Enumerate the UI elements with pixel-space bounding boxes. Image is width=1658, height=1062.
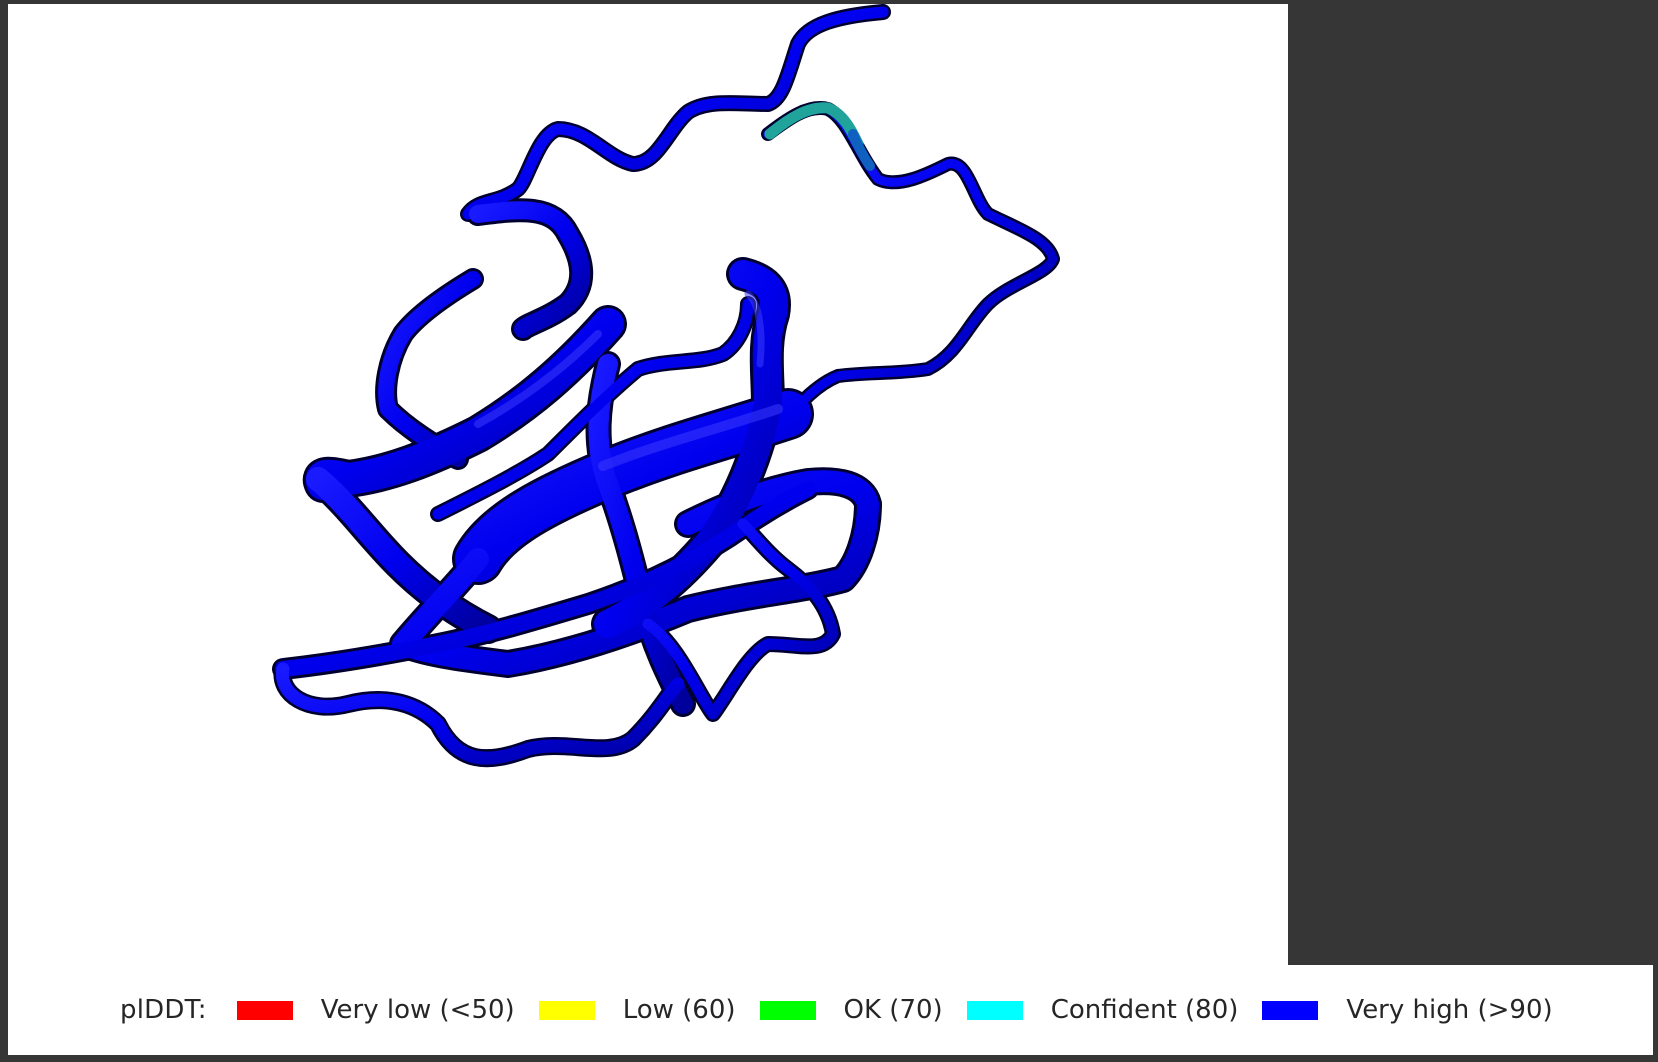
low-swatch [538, 1000, 595, 1020]
ribbon-highlights [474, 290, 783, 471]
very-high-label: Very high (>90) [1346, 995, 1553, 1025]
ok-label: OK (70) [843, 995, 943, 1025]
very-high-swatch [1262, 1000, 1319, 1020]
legend-item-low: Low (60) [538, 995, 736, 1025]
confident-region-segment [764, 102, 864, 150]
confident-swatch [966, 1000, 1023, 1020]
very-low-swatch [236, 1000, 293, 1020]
very-low-label: Very low (<50) [320, 995, 515, 1025]
low-label: Low (60) [622, 995, 736, 1025]
confident-label: Confident (80) [1050, 995, 1239, 1025]
transition-segment [848, 129, 875, 171]
protein-ribbon-render [272, 4, 1060, 768]
plddt-legend: plDDT: Very low (<50) Low (60) OK (70) C… [8, 965, 1653, 1055]
legend-item-ok: OK (70) [759, 995, 943, 1025]
legend-item-very-low: Very low (<50) [236, 995, 515, 1025]
legend-item-confident: Confident (80) [966, 995, 1239, 1025]
protein-structure-viewer[interactable] [8, 4, 1288, 966]
legend-title: plDDT: [120, 995, 207, 1025]
legend-item-very-high: Very high (>90) [1262, 995, 1553, 1025]
ok-swatch [759, 1000, 816, 1020]
